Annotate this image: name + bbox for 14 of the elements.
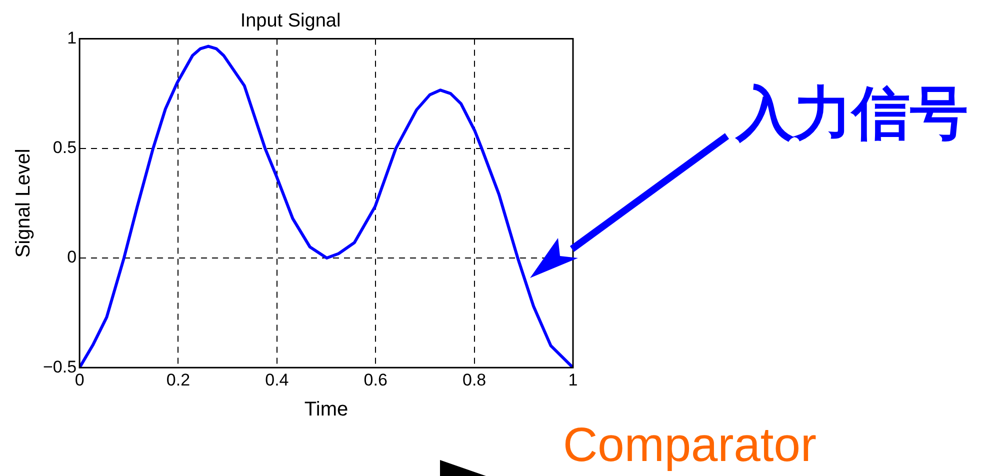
x-tick-label: 0.4 bbox=[265, 370, 289, 390]
x-tick-label: 0.8 bbox=[462, 370, 486, 390]
y-tick-label: 0 bbox=[67, 248, 77, 267]
y-axis-title: Signal Level bbox=[12, 148, 35, 258]
y-tick-label: −0.5 bbox=[43, 357, 77, 376]
x-tick-label: 1 bbox=[568, 370, 578, 390]
x-axis-title: Time bbox=[304, 398, 348, 421]
text: 入力信号 bbox=[734, 79, 968, 147]
y-tick-label: 1 bbox=[67, 28, 77, 48]
chart-title: Input Signal bbox=[240, 10, 341, 32]
y-tick-label: 0.5 bbox=[52, 138, 77, 158]
x-tick-label: 0.2 bbox=[166, 370, 190, 390]
x-tick-label: 0.6 bbox=[364, 370, 388, 390]
text: Comparator bbox=[563, 419, 816, 472]
